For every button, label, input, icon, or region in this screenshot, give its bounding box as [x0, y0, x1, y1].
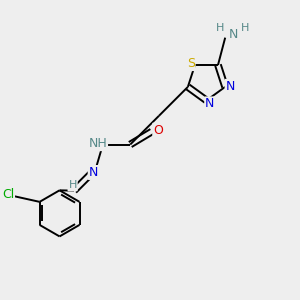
Text: H: H [241, 23, 249, 33]
Text: H: H [68, 180, 77, 190]
Text: N: N [226, 80, 235, 93]
Text: Cl: Cl [2, 188, 14, 201]
Text: N: N [89, 166, 98, 179]
Text: NH: NH [88, 137, 107, 150]
Text: N: N [205, 98, 214, 110]
Text: H: H [216, 23, 224, 33]
Text: S: S [187, 57, 195, 70]
Text: O: O [153, 124, 163, 136]
Text: N: N [229, 28, 238, 41]
